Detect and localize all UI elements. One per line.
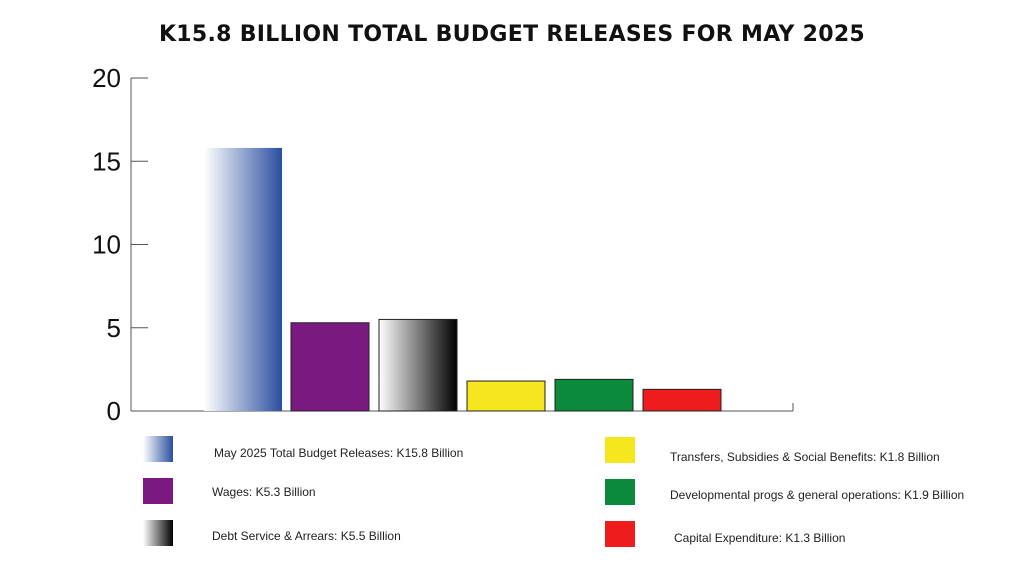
bar: [554, 378, 634, 412]
legend-label: Wages: K5.3 Billion: [212, 485, 316, 499]
legend-label: Transfers, Subsidies & Social Benefits: …: [670, 450, 940, 464]
legend-label: Capital Expenditure: K1.3 Billion: [674, 531, 845, 545]
y-tick-label: 20: [92, 63, 121, 93]
chart-axes: 0 5 10 15 20: [92, 63, 794, 426]
bar: [378, 318, 458, 412]
bar: [642, 388, 722, 412]
legend-swatch: [143, 478, 173, 504]
y-tick-label: 10: [92, 230, 121, 260]
legend-swatch: [605, 437, 635, 463]
legend-swatch: [605, 521, 635, 547]
y-tick-label: 0: [107, 396, 121, 426]
legend-swatch: [605, 479, 635, 505]
y-tick-label: 5: [107, 313, 121, 343]
bar: [466, 380, 546, 412]
legend-label: Developmental progs & general operations…: [670, 488, 964, 502]
chart-bars: [204, 147, 722, 412]
legend-label: May 2025 Total Budget Releases: K15.8 Bi…: [214, 446, 463, 460]
bar: [290, 322, 370, 412]
bar: [204, 147, 282, 411]
y-tick-label: 15: [92, 146, 121, 176]
legend-swatch: [143, 520, 173, 546]
chart-title: K15.8 BILLION TOTAL BUDGET RELEASES FOR …: [158, 22, 866, 47]
legend-swatch: [143, 436, 173, 462]
chart-legend: May 2025 Total Budget Releases: K15.8 Bi…: [143, 436, 964, 547]
legend-label: Debt Service & Arrears: K5.5 Billion: [212, 529, 401, 543]
